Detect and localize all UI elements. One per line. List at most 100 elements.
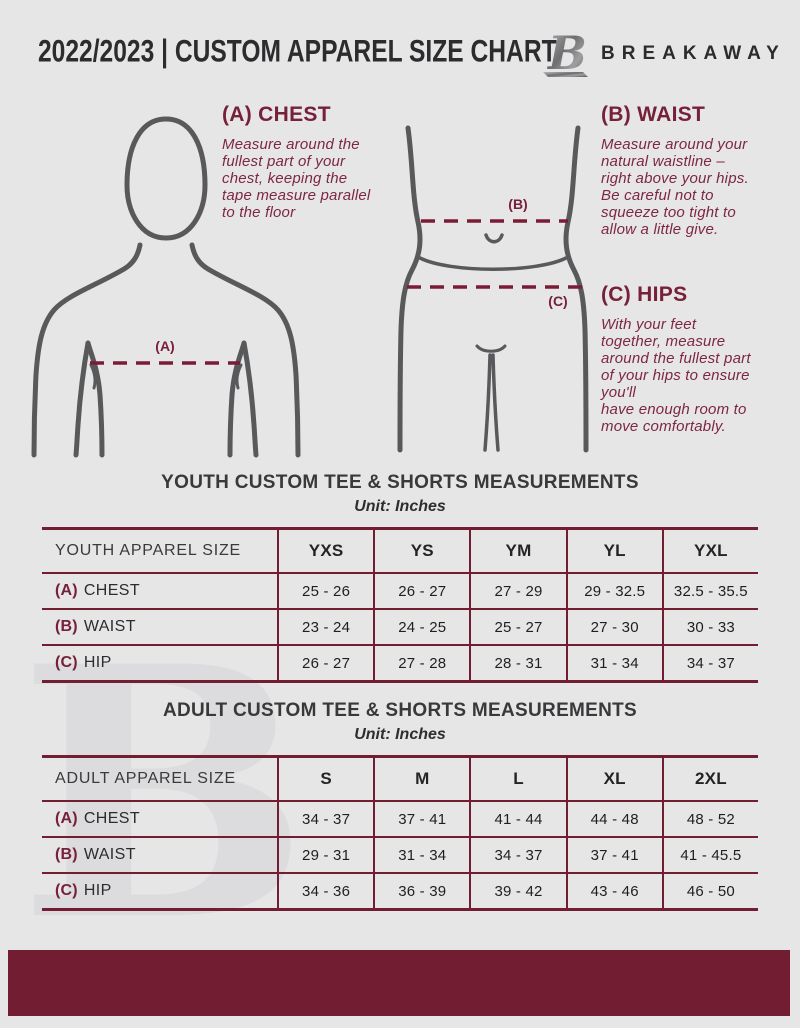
hips-instructions: (C) HIPS With your feet together, measur… bbox=[601, 283, 799, 435]
hips-heading: (C) HIPS bbox=[601, 283, 688, 306]
adult-table-header-row: ADULT APPAREL SIZE S M L XL 2XL bbox=[42, 758, 758, 800]
torso-right-outline bbox=[563, 125, 589, 453]
chest-body-text: Measure around the fullest part of your … bbox=[222, 136, 371, 221]
brand-name: BREAKAWAY bbox=[601, 43, 786, 64]
youth-size-col-yxs: YXS bbox=[277, 530, 373, 572]
row-prefix: (A) bbox=[55, 810, 78, 827]
youth-size-col-ym: YM bbox=[469, 530, 565, 572]
table-cell: 25 - 26 bbox=[277, 574, 373, 608]
table-cell: 34 - 36 bbox=[277, 874, 373, 908]
adult-size-label-header: ADULT APPAREL SIZE bbox=[55, 770, 236, 787]
figure-right-armpit-crease bbox=[235, 363, 243, 390]
row-prefix: (B) bbox=[55, 846, 78, 863]
table-cell: 34 - 37 bbox=[469, 838, 565, 872]
table-cell: 32.5 - 35.5 bbox=[661, 574, 758, 608]
chest-heading: (A) CHEST bbox=[222, 103, 331, 126]
youth-size-col-yxl: YXL bbox=[661, 530, 758, 572]
table-cell: 29 - 31 bbox=[277, 838, 373, 872]
logo-underline-swash bbox=[543, 72, 588, 77]
table-cell: 29 - 32.5 bbox=[565, 574, 662, 608]
figure-head-outline bbox=[124, 116, 208, 241]
youth-hip-row-label: (C) HIP bbox=[42, 646, 277, 680]
table-cell: 24 - 25 bbox=[373, 610, 469, 644]
row-name: HIP bbox=[83, 882, 112, 899]
row-prefix: (C) bbox=[55, 882, 78, 899]
adult-hip-row: (C) HIP 34 - 36 36 - 39 39 - 42 43 - 46 … bbox=[42, 872, 758, 908]
figure-right-torso-side bbox=[227, 340, 247, 458]
table-cell: 41 - 44 bbox=[469, 802, 565, 836]
table-cell: 37 - 41 bbox=[565, 838, 662, 872]
table-cell: 46 - 50 bbox=[661, 874, 758, 908]
table-cell: 34 - 37 bbox=[661, 646, 758, 680]
adult-hip-row-label: (C) HIP bbox=[42, 874, 277, 908]
adult-size-col-2xl: 2XL bbox=[661, 758, 758, 800]
table-cell: 26 - 27 bbox=[277, 646, 373, 680]
row-name: WAIST bbox=[83, 846, 136, 863]
row-prefix: (C) bbox=[55, 654, 78, 671]
torso-left-inner-leg bbox=[483, 353, 492, 452]
adult-size-table: ADULT APPAREL SIZE S M L XL 2XL (A) CHES… bbox=[42, 755, 758, 911]
waist-heading: (B) WAIST bbox=[601, 103, 706, 126]
table-cell: 43 - 46 bbox=[565, 874, 662, 908]
page-title: 2022/2023 | CUSTOM APPAREL SIZE CHART bbox=[38, 34, 557, 69]
table-cell: 34 - 37 bbox=[277, 802, 373, 836]
youth-unit-line: Unit: Inches bbox=[354, 498, 446, 515]
adult-size-col-m: M bbox=[373, 758, 469, 800]
table-cell: 28 - 31 bbox=[469, 646, 565, 680]
adult-waist-row: (B) WAIST 29 - 31 31 - 34 34 - 37 37 - 4… bbox=[42, 836, 758, 872]
torso-crotch-curve bbox=[475, 344, 507, 353]
figure-left-torso-side bbox=[85, 340, 105, 458]
adult-size-col-l: L bbox=[469, 758, 565, 800]
table-cell: 39 - 42 bbox=[469, 874, 565, 908]
figure-left-shoulder-arm bbox=[31, 242, 143, 458]
table-cell: 27 - 29 bbox=[469, 574, 565, 608]
row-name: CHEST bbox=[83, 810, 141, 827]
table-cell: 26 - 27 bbox=[373, 574, 469, 608]
figure-left-armpit-crease bbox=[89, 363, 97, 390]
row-name: WAIST bbox=[83, 618, 136, 635]
hips-line-label: (C) bbox=[548, 293, 568, 309]
chest-line-label: (A) bbox=[155, 338, 175, 354]
chest-instructions: (A) CHEST Measure around the fullest par… bbox=[222, 103, 412, 221]
hips-body-text: With your feet together, measure around … bbox=[601, 316, 751, 435]
row-name: CHEST bbox=[83, 582, 141, 599]
footer-accent-bar bbox=[8, 950, 790, 1016]
figure-right-inner-arm bbox=[241, 340, 259, 458]
youth-table-header-row: YOUTH APPAREL SIZE YXS YS YM YL YXL bbox=[42, 530, 758, 572]
table-cell: 36 - 39 bbox=[373, 874, 469, 908]
torso-navel bbox=[484, 233, 504, 244]
table-cell: 31 - 34 bbox=[565, 646, 662, 680]
table-cell: 30 - 33 bbox=[661, 610, 758, 644]
youth-waist-row-label: (B) WAIST bbox=[42, 610, 277, 644]
youth-size-col-yl: YL bbox=[565, 530, 662, 572]
row-prefix: (B) bbox=[55, 618, 78, 635]
adult-section-title: ADULT CUSTOM TEE & SHORTS MEASUREMENTS bbox=[162, 700, 638, 721]
row-prefix: (A) bbox=[55, 582, 78, 599]
waist-body-text: Measure around your natural waistline – … bbox=[601, 136, 749, 238]
waist-instructions: (B) WAIST Measure around your natural wa… bbox=[601, 103, 796, 238]
youth-waist-row: (B) WAIST 23 - 24 24 - 25 25 - 27 27 - 3… bbox=[42, 608, 758, 644]
adult-chest-row: (A) CHEST 34 - 37 37 - 41 41 - 44 44 - 4… bbox=[42, 800, 758, 836]
torso-hip-curve bbox=[418, 256, 568, 271]
adult-chest-row-label: (A) CHEST bbox=[42, 802, 277, 836]
youth-size-table: YOUTH APPAREL SIZE YXS YS YM YL YXL (A) … bbox=[42, 527, 758, 683]
table-cell: 44 - 48 bbox=[565, 802, 662, 836]
breakaway-logo-icon: B bbox=[543, 26, 588, 80]
youth-size-label-header: YOUTH APPAREL SIZE bbox=[55, 542, 242, 559]
table-cell: 31 - 34 bbox=[373, 838, 469, 872]
torso-left-outline bbox=[397, 125, 423, 453]
table-cell: 37 - 41 bbox=[373, 802, 469, 836]
figure-left-inner-arm bbox=[73, 340, 91, 458]
row-name: HIP bbox=[83, 654, 112, 671]
table-cell: 25 - 27 bbox=[469, 610, 565, 644]
youth-chest-row: (A) CHEST 25 - 26 26 - 27 27 - 29 29 - 3… bbox=[42, 572, 758, 608]
youth-size-col-ys: YS bbox=[373, 530, 469, 572]
youth-hip-row: (C) HIP 26 - 27 27 - 28 28 - 31 31 - 34 … bbox=[42, 644, 758, 680]
table-cell: 27 - 30 bbox=[565, 610, 662, 644]
adult-size-col-xl: XL bbox=[565, 758, 662, 800]
table-cell: 23 - 24 bbox=[277, 610, 373, 644]
table-cell: 48 - 52 bbox=[661, 802, 758, 836]
table-cell: 27 - 28 bbox=[373, 646, 469, 680]
figure-right-shoulder-arm bbox=[189, 242, 301, 458]
